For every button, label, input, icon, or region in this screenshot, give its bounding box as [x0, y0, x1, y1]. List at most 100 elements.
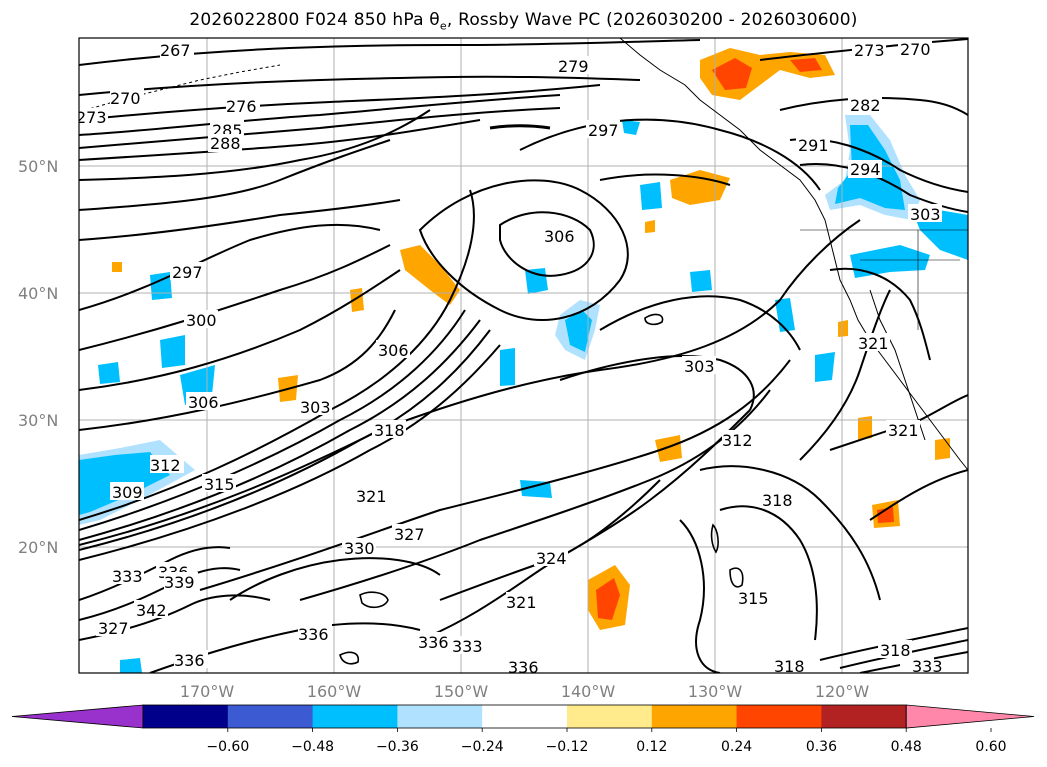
contour-label: 318: [762, 491, 793, 510]
graticule: [79, 38, 968, 673]
contour-label: 273: [76, 108, 107, 127]
positive-anomaly: [350, 288, 364, 312]
contour-label: 333: [452, 637, 483, 656]
contour-label: 336: [508, 658, 539, 677]
colorbar-segment: [482, 705, 568, 728]
lon-label-170w: 170°W: [180, 682, 235, 701]
contour-label: 336: [174, 651, 205, 670]
negative-anomaly: [160, 335, 185, 368]
contour-line: [644, 313, 664, 326]
contour-label: 276: [226, 97, 257, 116]
contour-label: 327: [98, 619, 129, 638]
contour-label: 267: [160, 41, 191, 60]
aleutian-islands: [79, 64, 281, 113]
lat-label-30n: 30°N: [18, 411, 58, 430]
contour-label: 291: [798, 136, 829, 155]
contour-line: [79, 546, 231, 601]
contour-label: 321: [506, 593, 537, 612]
contour-label: 306: [378, 341, 409, 360]
contour-label: 297: [588, 121, 619, 140]
contour-line: [599, 173, 731, 186]
contour-label: 303: [910, 205, 941, 224]
contour-label: 321: [888, 421, 919, 440]
colorbar-tick-label: 0.36: [806, 739, 837, 755]
lon-label-160w: 160°W: [307, 682, 362, 701]
lon-label-120w: 120°W: [815, 682, 870, 701]
colorbar-tick-label: 0.48: [891, 739, 922, 755]
coastline: [619, 38, 968, 471]
contour-line: [79, 119, 481, 161]
lat-label-50n: 50°N: [18, 157, 58, 176]
negative-anomaly: [815, 352, 835, 382]
contour-line: [489, 124, 551, 130]
contour-line: [199, 359, 791, 591]
contour-label: 288: [210, 134, 241, 153]
colorbar-tick-label: −0.24: [461, 739, 504, 755]
colorbar-tick-label: −0.60: [206, 739, 249, 755]
contour-line: [519, 118, 821, 191]
contour-line: [79, 109, 431, 181]
contour-line: [79, 219, 861, 546]
contour-label: 315: [738, 589, 769, 608]
contour-label: 273: [854, 41, 885, 60]
contour-line: [829, 267, 931, 361]
colorbar-outline: [142, 704, 907, 729]
contour-label: 330: [344, 539, 375, 558]
colorbar-segment: [397, 705, 483, 728]
negative-anomaly: [622, 120, 640, 135]
contour-line: [359, 591, 389, 609]
contour-line: [79, 344, 501, 561]
contour-label: 336: [298, 625, 329, 644]
positive-anomaly: [400, 245, 460, 305]
contour-label: 294: [850, 160, 881, 179]
contour-label: 318: [774, 657, 805, 676]
positive-anomaly-strong: [596, 578, 620, 620]
contour-label: 312: [722, 431, 753, 450]
contour-label: 336: [418, 633, 449, 652]
contour-line: [599, 295, 801, 351]
contour-line: [79, 244, 391, 351]
contour-label: 321: [356, 487, 387, 506]
negative-anomaly: [120, 658, 142, 673]
contour-label: 312: [150, 456, 181, 475]
colorbar-tick-label: 0.12: [636, 739, 667, 755]
colorbar-extend-max: [905, 704, 1035, 729]
contour-label: 279: [558, 57, 589, 76]
lat-label-40n: 40°N: [18, 284, 58, 303]
positive-anomaly-strong: [712, 58, 752, 90]
contour-line: [799, 163, 968, 213]
positive-anomaly: [645, 220, 655, 233]
contour-line: [79, 107, 561, 149]
colorbar-tick-label: 0.60: [975, 739, 1006, 755]
contour-line: [79, 309, 396, 431]
lon-label-130w: 130°W: [688, 682, 743, 701]
contour-label: 300: [186, 311, 217, 330]
contour-line: [499, 211, 595, 277]
contour-line: [79, 94, 561, 136]
contour-line: [679, 519, 721, 673]
positive-anomaly: [838, 320, 848, 337]
map-frame: [78, 37, 969, 674]
colorbar-tick-label: −0.48: [291, 739, 334, 755]
contour-label: 306: [544, 227, 575, 246]
colorbar-segment: [143, 705, 229, 728]
contour-label: 306: [188, 393, 219, 412]
colorbar: [11, 704, 1035, 729]
contour-label: 339: [164, 573, 195, 592]
contour-line: [79, 189, 475, 521]
contour-label: 327: [394, 525, 425, 544]
map-content: 267 270 273 276 279 282 285 288 291 294 …: [76, 38, 968, 677]
contour-line: [710, 523, 719, 554]
negative-anomaly: [690, 270, 712, 292]
colorbar-extend-min: [11, 704, 144, 729]
contour-line: [418, 179, 629, 321]
colorbar-segment: [312, 705, 398, 728]
lat-label-20n: 20°N: [18, 538, 58, 557]
contour-line: [759, 38, 968, 61]
positive-anomaly-strong: [790, 58, 822, 72]
contour-label: 318: [374, 421, 405, 440]
positive-anomaly: [112, 262, 122, 272]
positive-anomaly: [655, 435, 682, 462]
contour-line: [339, 651, 360, 665]
